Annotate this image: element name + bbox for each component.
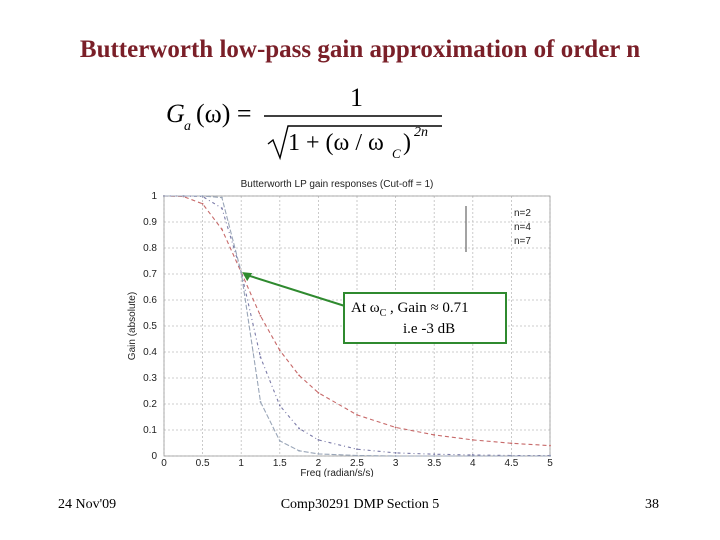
y-tick-label: 0.7 (143, 269, 157, 280)
data-point (298, 449, 300, 452)
data-point (394, 455, 397, 457)
x-tick-label: 4.5 (504, 458, 518, 469)
data-point (471, 455, 474, 457)
data-point (259, 314, 262, 317)
data-point (278, 349, 281, 352)
data-point (510, 442, 513, 445)
data-point (317, 438, 320, 441)
slide-title: Butterworth low-pass gain approximation … (79, 36, 641, 63)
y-tick-label: 0.8 (143, 243, 157, 254)
butterworth-gain-formula: G a (ω) = 1 1 + (ω / ω C ) 2n (166, 83, 442, 161)
chart-title: Butterworth LP gain responses (Cut-off =… (241, 179, 434, 190)
y-tick-label: 1 (151, 191, 157, 202)
data-point (549, 455, 551, 457)
y-tick-label: 0.9 (143, 217, 157, 228)
legend-entry: n=7 (514, 236, 531, 247)
data-point (221, 207, 223, 210)
y-tick-label: 0.6 (143, 295, 157, 306)
series-line-n-4 (164, 195, 550, 457)
x-tick-label: 4 (470, 458, 476, 469)
annotation-line-1: At ωC , Gain ≈ 0.71 (351, 300, 469, 319)
x-axis-label: Freq (radian/s/s) (300, 468, 373, 477)
x-tick-label: 0.5 (196, 458, 210, 469)
butterworth-chart: 0 0.5 1 1.5 2 2.5 3 3.5 4 4.5 5 0 0.1 0.2 0.3 0.4 0.5 0.6… (127, 179, 553, 477)
data-point (240, 271, 243, 274)
data-point (221, 196, 223, 199)
data-point (278, 440, 281, 442)
y-tick-label: 0.5 (143, 321, 157, 332)
data-point (201, 195, 204, 197)
data-point (298, 427, 300, 430)
annotation-sub: C (379, 308, 387, 319)
data-point (182, 195, 185, 197)
x-tick-label: 0 (161, 458, 167, 469)
formula-lhs-arg: (ω) = (196, 99, 252, 128)
data-point (317, 391, 320, 394)
data-point (510, 455, 513, 457)
annotation-line-2: i.e -3 dB (403, 321, 456, 337)
annotation-suffix: , Gain ≈ 0.71 (386, 300, 469, 316)
formula-denominator-sub: C (392, 146, 401, 161)
data-point (433, 453, 436, 456)
data-point (317, 453, 320, 455)
y-tick-label: 0.3 (143, 373, 157, 384)
x-tick-label: 2.5 (350, 458, 364, 469)
y-tick-label: 0.2 (143, 399, 157, 410)
legend-entry: n=4 (514, 222, 531, 233)
data-point (298, 374, 300, 377)
data-point (259, 401, 262, 403)
formula-denominator: 1 + (ω / ω (288, 130, 384, 156)
series-line-n-2 (163, 195, 551, 447)
x-tick-label: 1 (238, 458, 244, 469)
formula-lhs-sub: a (184, 119, 191, 134)
data-point (356, 454, 358, 457)
y-axis-label: Gain (absolute) (127, 292, 138, 360)
formula-sqrt-sign (267, 125, 442, 161)
x-tick-label: 3 (393, 458, 399, 469)
data-point (278, 404, 281, 407)
data-point (394, 426, 397, 429)
cutoff-annotation-box: At ωC , Gain ≈ 0.71 i.e -3 dB (343, 292, 507, 344)
formula-exponent: 2n (414, 125, 428, 140)
footer-date: 24 Nov'09 (58, 497, 117, 512)
annotation-prefix: At ω (351, 300, 380, 316)
footer-course: Comp30291 DMP Section 5 (280, 497, 440, 512)
y-tick-label: 0.4 (143, 347, 157, 358)
data-point (549, 444, 551, 447)
y-tick-label: 0 (151, 451, 157, 462)
x-tick-label: 2 (316, 458, 322, 469)
data-point (394, 451, 397, 454)
legend-entry: n=2 (514, 208, 531, 219)
data-point (356, 448, 358, 451)
data-point (433, 455, 436, 457)
annotation-arrow-line (243, 273, 349, 308)
data-point (356, 414, 358, 416)
data-point (163, 195, 165, 197)
x-tick-label: 3.5 (427, 458, 441, 469)
data-point (221, 228, 223, 231)
x-tick-label: 1.5 (273, 458, 287, 469)
data-point (201, 202, 204, 205)
data-point (259, 356, 262, 359)
annotation-arrowhead (242, 272, 253, 282)
formula-lhs: G (166, 99, 185, 128)
footer-page-number: 38 (645, 497, 659, 512)
formula-denominator-close: ) (403, 130, 411, 156)
data-point (471, 438, 474, 441)
y-tick-label: 0.1 (143, 425, 157, 436)
x-tick-label: 5 (547, 458, 553, 469)
data-point (433, 434, 436, 436)
formula-numerator: 1 (350, 83, 363, 112)
